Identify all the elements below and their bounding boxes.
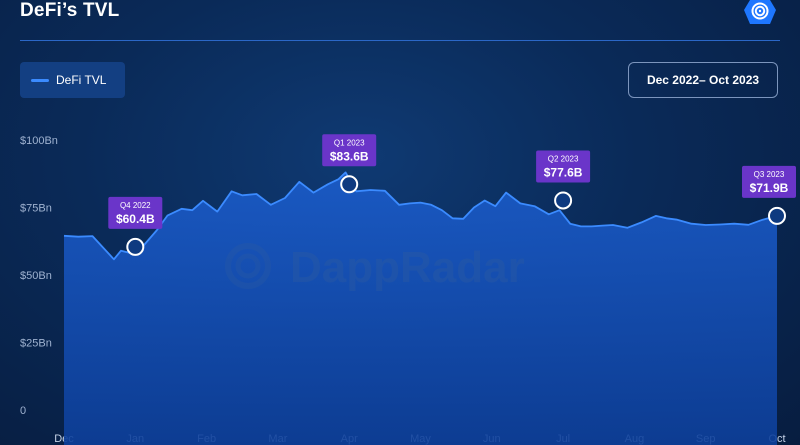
title-divider <box>20 40 780 41</box>
annotation-value: $60.4B <box>116 212 155 226</box>
dappradar-logo-icon <box>744 0 776 24</box>
annotation-box <box>322 134 377 167</box>
page-title: DeFi’s TVL <box>20 0 120 21</box>
annotation-callout: Q1 2023 $83.6B <box>322 134 377 194</box>
annotation-marker <box>340 175 359 194</box>
annotation-quarter: Q3 2023 <box>754 170 785 179</box>
annotation-marker <box>126 237 145 256</box>
y-tick-label: $75Bn <box>20 203 52 215</box>
y-tick-label: $50Bn <box>20 270 52 282</box>
annotation-quarter: Q4 2022 <box>120 201 151 210</box>
y-tick-label: 0 <box>20 405 26 417</box>
watermark-logo-icon <box>225 243 271 289</box>
annotation-box <box>742 165 796 198</box>
y-tick-label: $25Bn <box>20 338 52 350</box>
watermark-text: DappRadar <box>290 243 525 292</box>
date-range-button[interactable]: Dec 2022– Oct 2023 <box>628 62 778 98</box>
annotation-value: $71.9B <box>750 181 789 195</box>
legend[interactable]: DeFi TVL <box>20 62 125 98</box>
annotation-marker <box>554 191 573 210</box>
annotation-box <box>108 196 163 229</box>
legend-line-swatch <box>31 78 49 82</box>
tvl-line <box>63 171 778 261</box>
annotation-callout: Q4 2022 $60.4B <box>108 196 163 256</box>
tvl-area <box>64 172 777 445</box>
annotation-value: $77.6B <box>544 165 583 179</box>
y-axis: 0 $25Bn $50Bn $75Bn $100Bn <box>20 135 58 417</box>
annotation-quarter: Q2 2023 <box>548 154 579 163</box>
annotation-callout: Q2 2023 $77.6B <box>536 150 591 210</box>
annotation-box <box>536 150 591 183</box>
y-tick-label: $100Bn <box>20 135 58 147</box>
annotation-callout: Q3 2023 $71.9B <box>742 165 796 225</box>
annotation-value: $83.6B <box>330 149 369 163</box>
legend-label: DeFi TVL <box>56 73 107 87</box>
annotation-marker <box>768 206 786 225</box>
annotation-quarter: Q1 2023 <box>334 138 365 147</box>
